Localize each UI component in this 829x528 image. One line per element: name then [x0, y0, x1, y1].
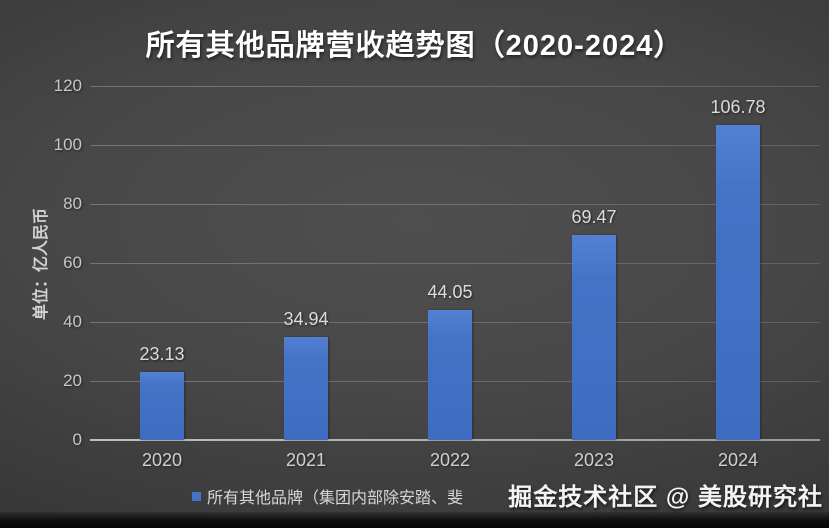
gridline-80 — [90, 204, 820, 205]
bar-value-2021: 34.94 — [283, 308, 329, 329]
legend-label: 所有其他品牌（集团内部除安踏、斐 — [207, 490, 464, 507]
bar-2022 — [428, 310, 472, 440]
bar-value-2023: 69.47 — [571, 207, 617, 228]
y-tick-label-40: 40 — [63, 312, 82, 331]
y-tick-label-60: 60 — [63, 253, 82, 272]
watermark: 掘金技术社区 @ 美股研究社 — [508, 484, 823, 511]
x-axis-line — [90, 439, 820, 441]
y-tick-label-0: 0 — [72, 430, 82, 449]
bar-2023 — [572, 235, 616, 440]
x-tick-label-2020: 2020 — [141, 450, 183, 470]
gridline-60 — [90, 263, 820, 264]
x-tick-label-2022: 2022 — [429, 450, 471, 470]
chart-title: 所有其他品牌营收趋势图（2020-2024） — [145, 30, 684, 62]
x-tick-label-2023: 2023 — [573, 450, 615, 470]
bar-value-2020: 23.13 — [139, 343, 185, 364]
bottom-strip — [0, 512, 829, 528]
bar-2024 — [716, 124, 760, 440]
bar-2021 — [284, 336, 328, 440]
gridline-100 — [90, 145, 820, 146]
bar-value-2024: 106.78 — [710, 96, 766, 117]
y-tick-label-80: 80 — [63, 194, 82, 213]
bar-2020 — [140, 371, 184, 440]
x-tick-label-2024: 2024 — [717, 450, 759, 470]
y-tick-label-120: 120 — [53, 76, 82, 95]
legend-marker-square — [192, 491, 201, 501]
y-tick-label-20: 20 — [63, 371, 82, 390]
x-tick-label-2021: 2021 — [285, 450, 327, 470]
legend: 所有其他品牌（集团内部除安踏、斐 — [192, 484, 463, 508]
gridline-120 — [90, 86, 820, 87]
bar-value-2022: 44.05 — [427, 282, 473, 303]
y-tick-label-100: 100 — [53, 135, 82, 154]
